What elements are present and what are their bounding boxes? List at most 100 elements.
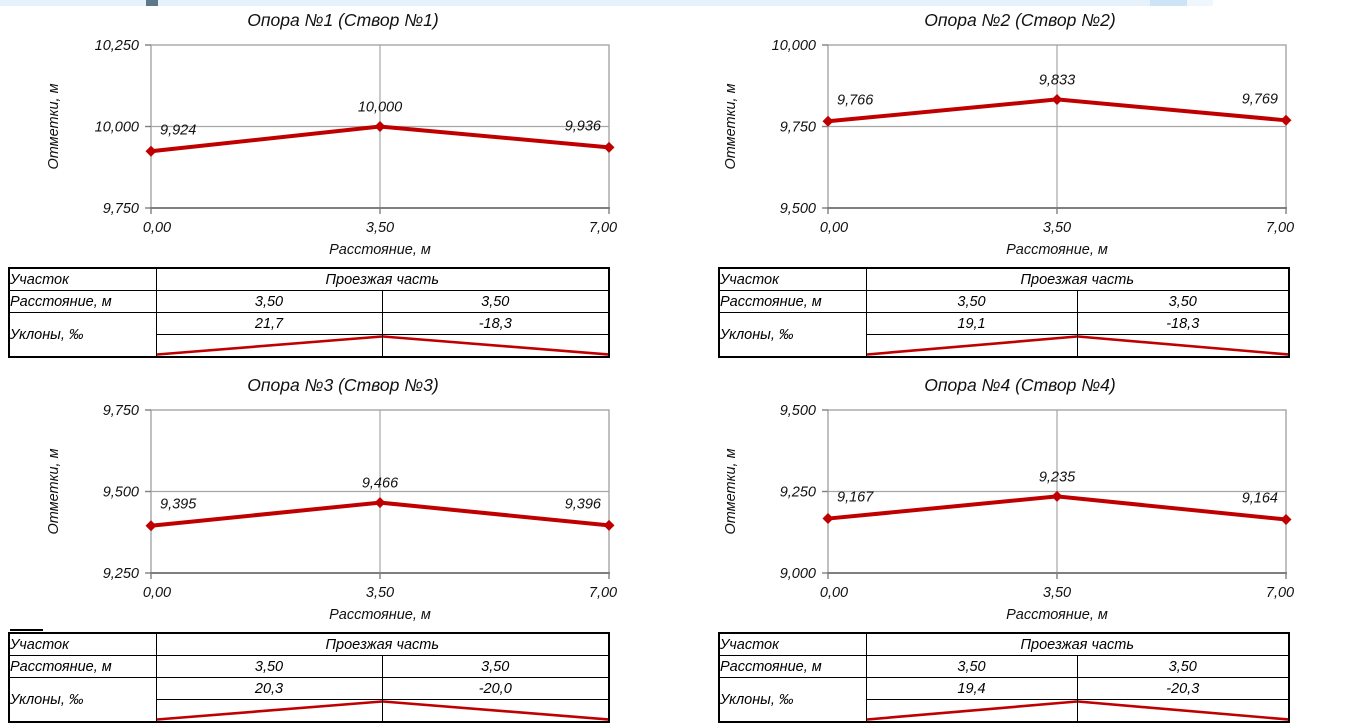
distance-value: 3,50	[381, 655, 610, 678]
y-tick-label: 9,750	[780, 120, 816, 136]
data-point-label: 9,235	[1039, 469, 1076, 485]
x-tick-label: 7,00	[589, 585, 617, 601]
data-point-label: 9,936	[565, 118, 602, 134]
panel-opora-1: 10,250 10,000 9,750 0,00 3,50 7,00 Опора №1 (С…	[0, 0, 680, 361]
diamond-marker-icon	[603, 519, 615, 531]
chart-title: Опора №3 (Створ №3)	[247, 375, 438, 395]
y-axis-title: Отметки, м	[723, 83, 739, 169]
distance-label: Расстояние, м	[8, 655, 157, 678]
x-tick-label: 0,00	[143, 220, 171, 236]
data-point-label: 9,466	[362, 476, 399, 492]
section-label: Участок	[8, 267, 157, 291]
slope-line-up-icon	[157, 700, 382, 721]
slope-shape-up	[155, 699, 383, 723]
x-tick-label: 7,00	[589, 220, 617, 236]
diamond-marker-icon	[145, 520, 157, 532]
distance-value: 3,50	[155, 290, 383, 313]
slope-shape-up	[865, 334, 1078, 358]
y-tick-label: 9,750	[103, 201, 139, 217]
data-point-label: 9,395	[160, 497, 197, 513]
x-tick-label: 3,50	[366, 220, 394, 236]
slope-value: -18,3	[1076, 312, 1290, 335]
slope-line-down-icon	[1078, 335, 1289, 356]
distance-label: Расстояние, м	[718, 290, 867, 313]
y-tick-label: 10,250	[95, 38, 139, 54]
slope-value: -20,3	[1076, 677, 1290, 700]
data-point-label: 9,833	[1039, 72, 1075, 88]
diamond-marker-icon	[822, 513, 834, 525]
slope-value: 19,4	[865, 677, 1078, 700]
section-value: Проезжая часть	[865, 632, 1290, 656]
slope-value: 20,3	[155, 677, 383, 700]
section-label: Участок	[718, 267, 867, 291]
diamond-marker-icon	[822, 115, 834, 127]
slope-shape-down	[381, 334, 610, 358]
data-point-label: 9,766	[837, 92, 874, 108]
distance-label: Расстояние, м	[718, 655, 867, 678]
diamond-marker-icon	[1051, 93, 1063, 105]
y-axis-title: Отметки, м	[723, 448, 739, 534]
window-edge-marker	[146, 0, 158, 6]
y-axis-title: Отметки, м	[46, 83, 62, 169]
x-tick-label: 3,50	[366, 585, 394, 601]
y-tick-label: 10,000	[772, 38, 816, 54]
y-tick-label: 9,750	[103, 403, 139, 419]
slope-table-4: Участок Проезжая часть Расстояние, м 3,5…	[718, 632, 1291, 723]
window-edge-strip-segment	[1150, 0, 1187, 6]
chart-title: Опора №1 (Створ №1)	[247, 10, 438, 30]
x-axis-title: Расстояние, м	[329, 607, 431, 623]
slopes-label: Уклоны, ‰	[718, 312, 867, 358]
distance-value: 3,50	[381, 290, 610, 313]
y-tick-label: 9,500	[780, 201, 816, 217]
section-label: Участок	[8, 632, 157, 656]
slopes-label: Уклоны, ‰	[8, 312, 157, 358]
y-tick-label: 9,500	[103, 485, 139, 501]
section-label: Участок	[718, 632, 867, 656]
diamond-marker-icon	[145, 145, 157, 157]
section-value: Проезжая часть	[155, 632, 610, 656]
distance-value: 3,50	[865, 655, 1078, 678]
diamond-marker-icon	[1051, 490, 1063, 502]
y-tick-label: 9,250	[103, 566, 139, 582]
slope-value: 19,1	[865, 312, 1078, 335]
slope-line-up-icon	[157, 335, 382, 356]
diamond-marker-icon	[374, 121, 386, 132]
slope-table-1: Участок Проезжая часть Расстояние, м 3,5…	[8, 267, 611, 358]
x-axis-title: Расстояние, м	[1006, 607, 1108, 623]
data-point-label: 10,000	[358, 100, 402, 116]
slope-value: -20,0	[381, 677, 610, 700]
window-edge-strip-tail	[1187, 0, 1213, 6]
slope-value: -18,3	[381, 312, 610, 335]
slope-line-up-icon	[867, 335, 1077, 356]
window-edge-strip	[0, 0, 1187, 6]
slope-shape-down	[381, 699, 610, 723]
stray-cell-border	[10, 629, 43, 631]
panel-opora-4: 9,500 9,250 9,000 0,00 3,50 7,00 Опора №4 (Ств…	[677, 365, 1357, 726]
slope-table-2: Участок Проезжая часть Расстояние, м 3,5…	[718, 267, 1291, 358]
panel-opora-2: 10,000 9,750 9,500 0,00 3,50 7,00 Опора №2 (Ст…	[677, 0, 1357, 361]
slope-shape-up	[155, 334, 383, 358]
slope-shape-up	[865, 699, 1078, 723]
slopes-label: Уклоны, ‰	[8, 677, 157, 723]
distance-value: 3,50	[155, 655, 383, 678]
panel-opora-3: 9,750 9,500 9,250 0,00 3,50 7,00 Опора №3 (Ств…	[0, 365, 680, 726]
x-tick-label: 3,50	[1043, 585, 1071, 601]
x-tick-label: 0,00	[820, 220, 848, 236]
slope-value: 21,7	[155, 312, 383, 335]
y-axis-title: Отметки, м	[46, 448, 62, 534]
x-tick-label: 7,00	[1266, 220, 1294, 236]
data-point-label: 9,924	[160, 122, 196, 138]
distance-value: 3,50	[865, 290, 1078, 313]
x-tick-label: 0,00	[143, 585, 171, 601]
data-point-label: 9,396	[565, 496, 602, 512]
y-tick-label: 9,500	[780, 403, 816, 419]
slope-line-down-icon	[1078, 700, 1289, 721]
diamond-marker-icon	[374, 497, 386, 509]
slope-line-down-icon	[383, 700, 609, 721]
section-value: Проезжая часть	[155, 267, 610, 291]
